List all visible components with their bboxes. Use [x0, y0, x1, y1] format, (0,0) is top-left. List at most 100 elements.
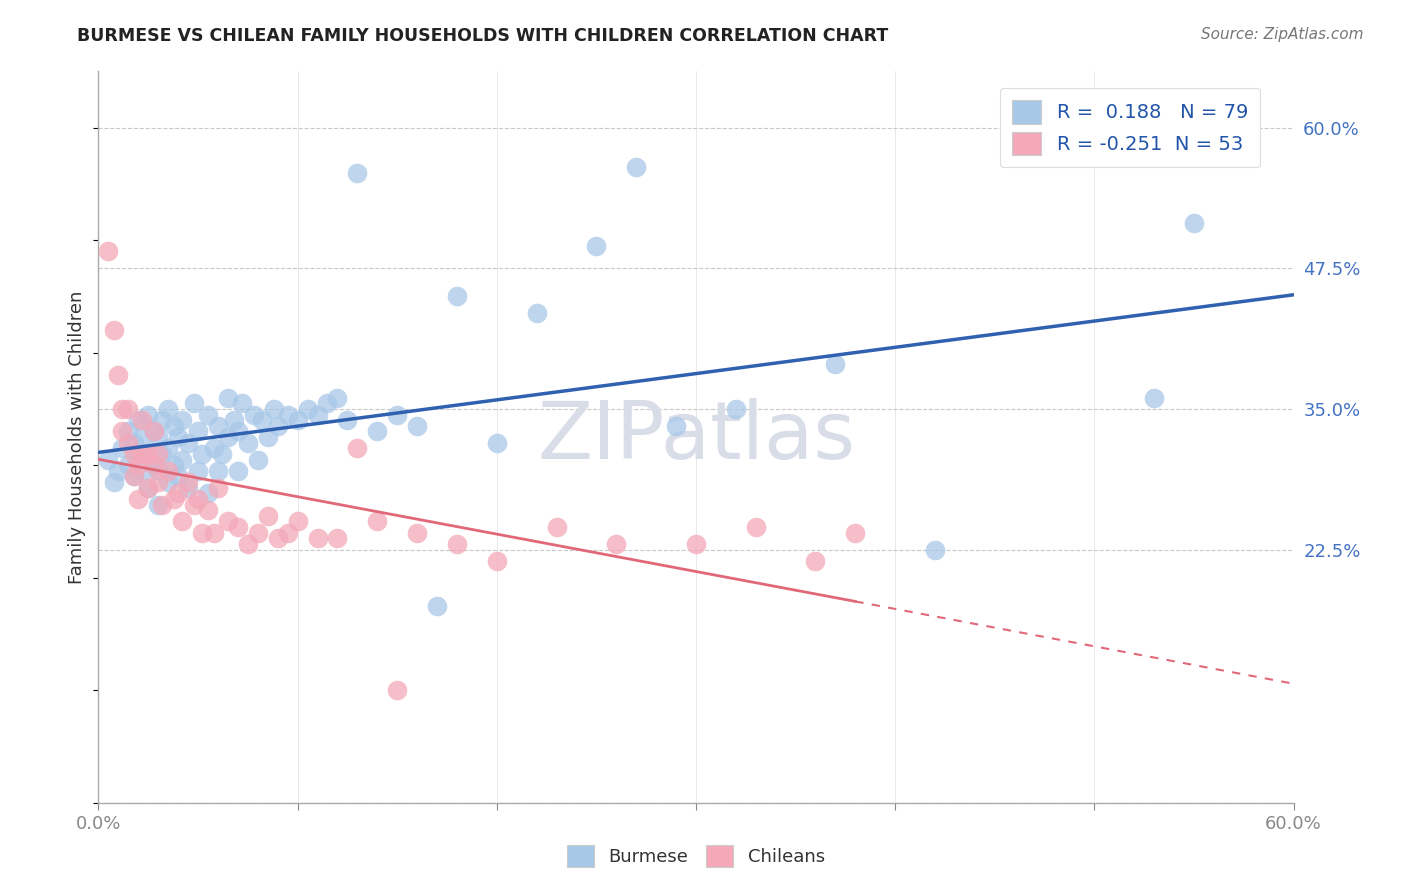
- Point: [127, 447, 149, 461]
- Point: [207, 481, 229, 495]
- Point: [246, 525, 269, 540]
- Point: [124, 435, 146, 450]
- Point: [148, 430, 170, 444]
- Point: [406, 525, 429, 540]
- Point: [685, 537, 707, 551]
- Point: [446, 289, 468, 303]
- Point: [167, 430, 190, 444]
- Point: [117, 401, 139, 416]
- Text: BURMESE VS CHILEAN FAMILY HOUSEHOLDS WITH CHILDREN CORRELATION CHART: BURMESE VS CHILEAN FAMILY HOUSEHOLDS WIT…: [77, 27, 889, 45]
- Point: [103, 323, 125, 337]
- Point: [117, 425, 139, 439]
- Point: [131, 447, 153, 461]
- Point: [172, 452, 194, 467]
- Point: [157, 401, 180, 416]
- Point: [326, 391, 349, 405]
- Point: [277, 525, 299, 540]
- Point: [111, 401, 134, 416]
- Point: [287, 515, 309, 529]
- Point: [267, 532, 290, 546]
- Point: [426, 599, 449, 613]
- Point: [150, 498, 173, 512]
- Point: [148, 464, 170, 478]
- Point: [207, 418, 229, 433]
- Point: [626, 160, 648, 174]
- Point: [665, 418, 688, 433]
- Point: [326, 532, 349, 546]
- Point: [277, 408, 299, 422]
- Point: [136, 447, 159, 461]
- Point: [191, 525, 214, 540]
- Point: [307, 532, 329, 546]
- Text: Source: ZipAtlas.com: Source: ZipAtlas.com: [1201, 27, 1364, 42]
- Point: [136, 481, 159, 495]
- Point: [366, 425, 388, 439]
- Point: [406, 418, 429, 433]
- Point: [172, 515, 194, 529]
- Point: [148, 475, 170, 489]
- Point: [256, 508, 278, 523]
- Point: [103, 475, 125, 489]
- Point: [148, 447, 170, 461]
- Point: [183, 396, 205, 410]
- Point: [226, 520, 249, 534]
- Point: [246, 452, 269, 467]
- Point: [243, 408, 266, 422]
- Point: [157, 442, 180, 456]
- Point: [366, 515, 388, 529]
- Point: [217, 430, 239, 444]
- Point: [844, 525, 866, 540]
- Point: [143, 458, 166, 473]
- Point: [150, 413, 173, 427]
- Point: [745, 520, 768, 534]
- Text: ZIPatlas: ZIPatlas: [537, 398, 855, 476]
- Point: [336, 413, 359, 427]
- Point: [183, 498, 205, 512]
- Point: [236, 537, 259, 551]
- Point: [117, 435, 139, 450]
- Point: [167, 486, 190, 500]
- Point: [157, 475, 180, 489]
- Point: [346, 166, 368, 180]
- Point: [385, 408, 409, 422]
- Point: [127, 458, 149, 473]
- Point: [202, 442, 225, 456]
- Point: [150, 447, 173, 461]
- Point: [111, 425, 134, 439]
- Point: [131, 430, 153, 444]
- Point: [250, 413, 273, 427]
- Point: [307, 408, 329, 422]
- Point: [222, 413, 245, 427]
- Point: [211, 447, 233, 461]
- Point: [267, 418, 290, 433]
- Point: [226, 464, 249, 478]
- Point: [226, 425, 249, 439]
- Point: [546, 520, 568, 534]
- Point: [107, 368, 129, 383]
- Point: [136, 447, 159, 461]
- Point: [163, 458, 186, 473]
- Point: [157, 464, 180, 478]
- Point: [187, 464, 209, 478]
- Point: [136, 408, 159, 422]
- Point: [172, 413, 194, 427]
- Point: [217, 515, 239, 529]
- Point: [124, 469, 146, 483]
- Point: [177, 475, 200, 489]
- Point: [1143, 391, 1166, 405]
- Point: [143, 458, 166, 473]
- Point: [111, 442, 134, 456]
- Point: [136, 481, 159, 495]
- Point: [924, 542, 946, 557]
- Point: [197, 503, 219, 517]
- Point: [385, 683, 409, 698]
- Point: [167, 469, 190, 483]
- Point: [297, 401, 319, 416]
- Point: [131, 413, 153, 427]
- Point: [197, 408, 219, 422]
- Point: [346, 442, 368, 456]
- Point: [177, 481, 200, 495]
- Point: [724, 401, 747, 416]
- Point: [124, 447, 146, 461]
- Point: [124, 469, 146, 483]
